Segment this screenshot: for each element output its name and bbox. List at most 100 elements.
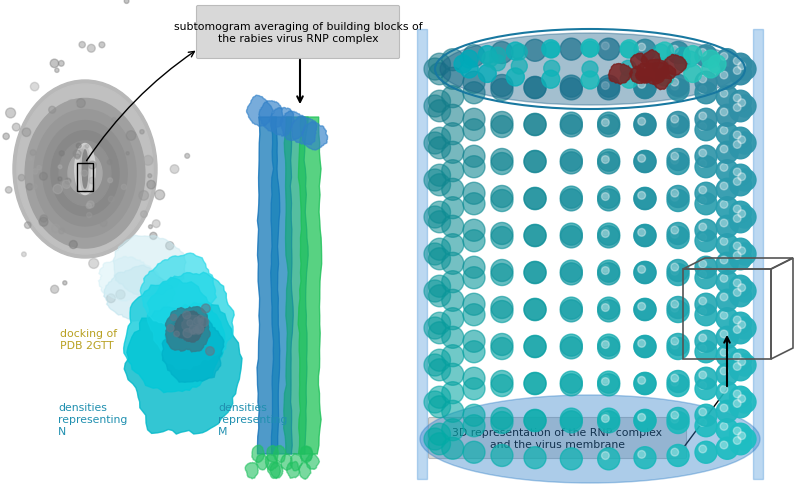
Circle shape (429, 285, 450, 307)
Polygon shape (646, 60, 669, 76)
Circle shape (6, 109, 15, 119)
Circle shape (734, 326, 741, 334)
Circle shape (699, 382, 706, 389)
Circle shape (598, 337, 620, 359)
Circle shape (150, 233, 157, 240)
Circle shape (720, 367, 728, 375)
Circle shape (638, 192, 646, 200)
Circle shape (695, 82, 717, 104)
Circle shape (695, 341, 717, 363)
Circle shape (429, 424, 450, 446)
Circle shape (560, 448, 582, 470)
Circle shape (581, 72, 599, 90)
Circle shape (89, 162, 96, 170)
Circle shape (442, 197, 464, 219)
Circle shape (667, 375, 689, 397)
Circle shape (620, 41, 638, 59)
Circle shape (197, 330, 201, 334)
Circle shape (194, 318, 201, 325)
Circle shape (187, 320, 193, 326)
Circle shape (429, 386, 450, 408)
Circle shape (699, 408, 706, 416)
Circle shape (734, 363, 741, 370)
Circle shape (634, 410, 656, 432)
Circle shape (734, 67, 741, 75)
Circle shape (695, 120, 717, 142)
Circle shape (667, 116, 689, 138)
Circle shape (734, 316, 741, 324)
Circle shape (560, 116, 582, 138)
Circle shape (463, 146, 485, 168)
Circle shape (638, 265, 646, 273)
Circle shape (734, 400, 741, 407)
Circle shape (602, 230, 610, 238)
Circle shape (716, 216, 738, 238)
Circle shape (638, 229, 646, 237)
Circle shape (491, 149, 513, 171)
Circle shape (62, 281, 67, 285)
Polygon shape (280, 112, 306, 141)
Circle shape (491, 186, 513, 208)
Circle shape (463, 267, 485, 289)
Circle shape (730, 424, 751, 446)
Circle shape (602, 156, 610, 164)
Circle shape (602, 302, 610, 309)
Circle shape (442, 123, 464, 145)
Circle shape (699, 334, 706, 342)
Circle shape (560, 334, 582, 356)
Circle shape (114, 233, 118, 237)
Circle shape (738, 100, 746, 107)
Circle shape (720, 146, 728, 154)
Circle shape (166, 242, 174, 250)
Circle shape (602, 193, 610, 201)
Circle shape (667, 153, 689, 175)
Circle shape (87, 202, 94, 208)
Polygon shape (174, 311, 206, 343)
Circle shape (720, 183, 728, 190)
Polygon shape (246, 96, 273, 127)
Circle shape (602, 338, 610, 346)
Circle shape (602, 267, 610, 275)
Circle shape (87, 45, 95, 53)
Polygon shape (642, 51, 660, 70)
Circle shape (22, 129, 30, 137)
Circle shape (716, 86, 738, 108)
Circle shape (734, 390, 741, 398)
Circle shape (560, 150, 582, 172)
Circle shape (26, 184, 33, 191)
Circle shape (598, 448, 620, 470)
Circle shape (602, 341, 610, 349)
Circle shape (671, 46, 678, 54)
Circle shape (542, 71, 560, 89)
Circle shape (491, 264, 513, 286)
Polygon shape (298, 118, 322, 454)
Circle shape (524, 373, 546, 395)
Circle shape (429, 359, 450, 381)
Circle shape (442, 86, 464, 108)
Circle shape (716, 105, 738, 127)
Circle shape (634, 447, 656, 469)
Circle shape (602, 412, 610, 420)
Circle shape (582, 42, 598, 58)
Circle shape (716, 419, 738, 441)
Circle shape (730, 211, 751, 233)
Circle shape (667, 80, 689, 102)
Circle shape (730, 248, 751, 270)
Circle shape (671, 120, 678, 128)
Circle shape (560, 300, 582, 322)
Circle shape (76, 144, 82, 149)
Circle shape (560, 189, 582, 211)
Circle shape (463, 193, 485, 215)
Circle shape (598, 76, 620, 98)
Circle shape (730, 101, 751, 122)
Circle shape (524, 447, 546, 469)
Ellipse shape (34, 110, 136, 238)
Circle shape (695, 405, 717, 427)
Circle shape (86, 213, 92, 218)
Circle shape (86, 145, 89, 149)
Circle shape (720, 423, 728, 430)
Circle shape (734, 280, 741, 287)
Circle shape (638, 44, 646, 52)
Circle shape (463, 82, 485, 104)
Circle shape (667, 75, 689, 97)
